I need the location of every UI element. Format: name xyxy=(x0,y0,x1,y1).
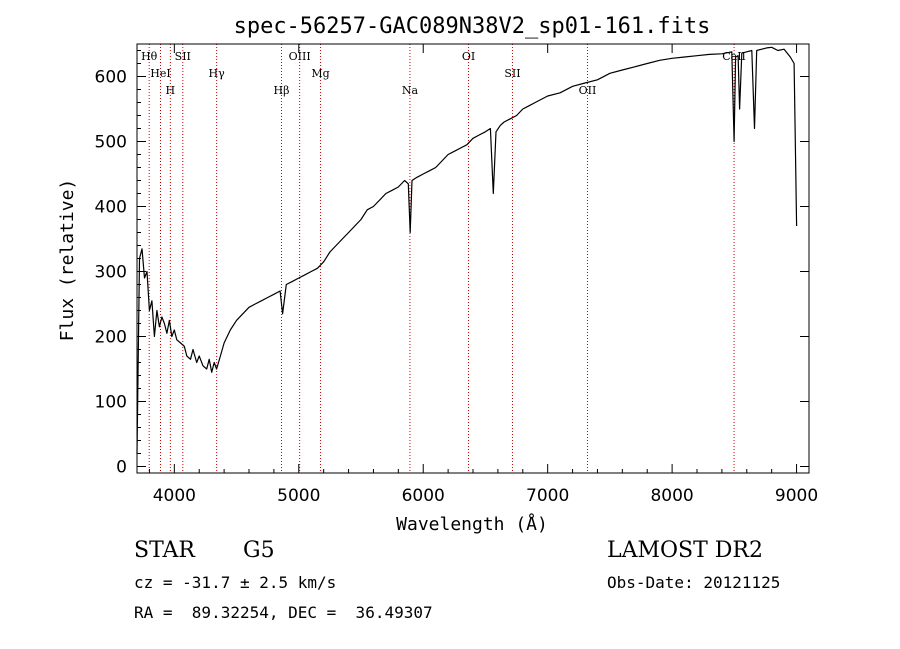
spectrum-series xyxy=(136,46,798,454)
y-tick-label: 200 xyxy=(95,328,127,348)
line-marker-label: CaII xyxy=(722,50,746,63)
x-tick-label: 5000 xyxy=(277,486,320,506)
y-tick-label: 600 xyxy=(95,68,127,88)
y-axis-label: Flux (relative) xyxy=(57,179,78,342)
line-marker-label: HeI xyxy=(150,67,170,80)
spectrum-line xyxy=(136,46,798,454)
object-subclass: G5 xyxy=(243,538,275,563)
x-tick-label: 9000 xyxy=(775,486,818,506)
chart-title: spec-56257-GAC089N38V2_sp01-161.fits xyxy=(234,14,711,39)
line-marker-label: Hθ xyxy=(141,50,158,63)
survey-name: LAMOST DR2 xyxy=(607,538,763,563)
x-tick-label: 8000 xyxy=(650,486,693,506)
y-tick-label: 0 xyxy=(116,458,127,478)
observation-date: Obs-Date: 20121125 xyxy=(607,573,781,592)
line-marker-label: OII xyxy=(579,84,597,97)
redshift-velocity: cz = -31.7 ± 2.5 km/s xyxy=(134,573,337,592)
line-marker-label: SII xyxy=(504,67,520,80)
coordinates: RA = 89.32254, DEC = 36.49307 xyxy=(134,603,433,622)
line-marker-label: H xyxy=(166,84,176,97)
line-marker-label: Hβ xyxy=(274,84,290,97)
line-marker-label: Na xyxy=(402,84,419,97)
line-marker-label: Mg xyxy=(311,67,329,80)
line-marker-label: SII xyxy=(175,50,191,63)
y-tick-label: 300 xyxy=(95,263,127,283)
line-marker-label: OIII xyxy=(289,50,311,63)
y-tick-label: 400 xyxy=(95,198,127,218)
x-axis-label: Wavelength (Å) xyxy=(396,513,548,535)
x-tick-label: 6000 xyxy=(402,486,445,506)
y-tick-label: 500 xyxy=(95,133,127,153)
x-tick-label: 4000 xyxy=(153,486,196,506)
object-class: STAR xyxy=(134,538,195,563)
line-marker-label: Hγ xyxy=(209,67,226,80)
axes: 4000 5000 6000 7000 8000 9000 0 100 200 300 400 500… xyxy=(95,44,818,506)
plot-frame xyxy=(136,43,810,474)
line-marker-label: OI xyxy=(462,50,475,63)
x-tick-label: 7000 xyxy=(526,486,569,506)
y-tick-label: 100 xyxy=(95,393,127,413)
